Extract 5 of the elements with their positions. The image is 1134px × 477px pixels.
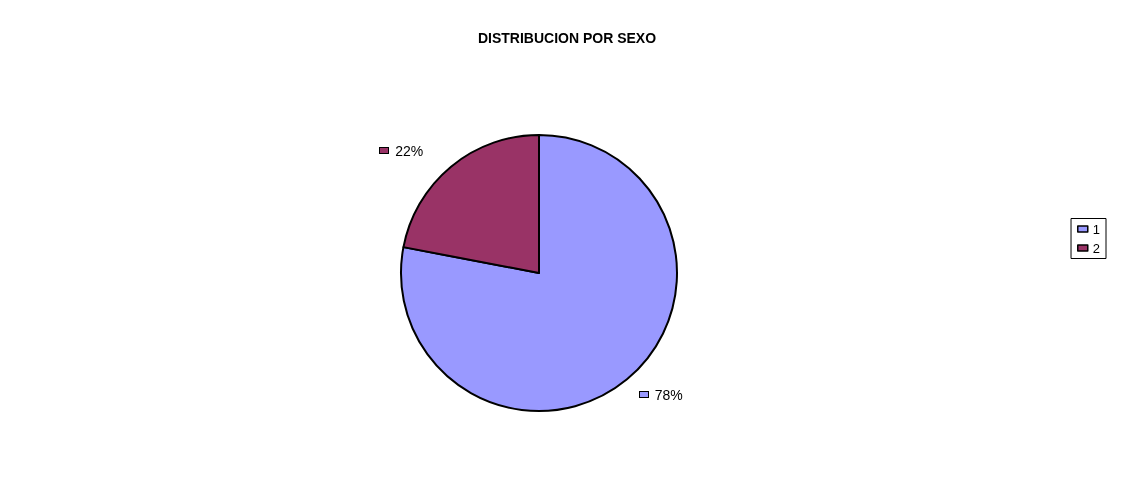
legend-label: 1: [1092, 221, 1100, 237]
data-label: 22%: [395, 143, 424, 160]
data-label: 78%: [654, 386, 683, 403]
legend-label: 2: [1092, 240, 1100, 256]
chart-title: DISTRIBUCION POR SEXO: [477, 30, 657, 46]
